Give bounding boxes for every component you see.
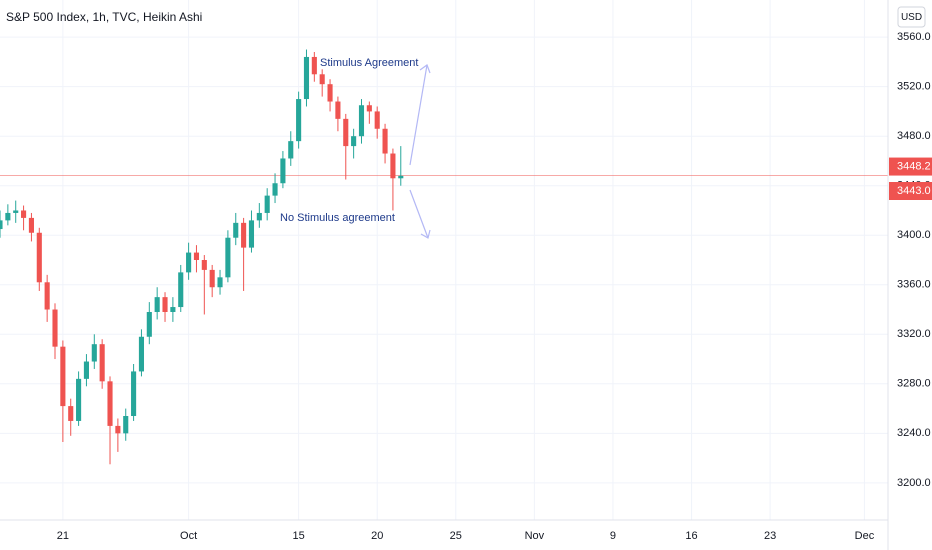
grid [0,0,888,520]
candle-body [382,128,388,154]
annotation: Stimulus Agreement [320,57,418,69]
candle-body [248,220,255,248]
x-tick-label: 23 [764,530,776,542]
candle-body [296,99,302,142]
candle-body [0,220,3,230]
candle-body [233,222,239,238]
currency-box[interactable] [897,6,926,28]
candle-body [68,406,74,421]
candle-body [201,260,207,270]
candle-body [107,381,113,426]
candle-body [288,141,294,159]
candle-body [241,222,247,248]
candle-body [170,307,176,312]
candle-body [60,346,66,407]
candle-body [303,56,310,100]
price-label: 3448.2 [897,160,931,172]
x-tick-label: 25 [450,530,462,542]
candle-body [256,212,262,221]
candle-body [366,105,372,112]
x-tick-label: Oct [180,530,197,542]
x-tick-label: 15 [292,530,304,542]
candle-body [99,344,105,382]
arrow-up [409,64,428,166]
y-tick-label: 3520.0 [897,81,931,93]
x-tick-label: Dec [855,530,875,542]
candle-body [131,371,137,416]
arrow-down [409,189,429,239]
arrowhead-up [419,64,431,74]
candle-body [178,272,184,308]
currency[interactable]: USD [901,12,922,23]
candle-body [83,361,89,379]
x-tick-label: 20 [371,530,383,542]
y-tick-label: 3280.0 [897,378,931,390]
candle-body [52,309,58,347]
candle-body [398,175,404,179]
candle-body [76,378,82,421]
x-tick-label: 9 [610,530,616,542]
candle-body [115,425,121,434]
annotation: No Stimulus agreement [280,212,395,224]
y-tick-label: 3360.0 [897,279,931,291]
y-tick-label: 3400.0 [897,229,931,241]
arrowhead-down [420,229,431,239]
candle-body [123,416,129,434]
candle-body [28,217,34,233]
y-tick-label: 3480.0 [897,130,931,142]
y-tick-label: 3320.0 [897,328,931,340]
candle-body [44,282,50,310]
candle-body [21,210,27,218]
candle-body [13,210,19,213]
candle-body [209,269,215,288]
x-tick-label: 21 [57,530,69,542]
candle-body [154,297,160,312]
price-label: 3443.0 [897,185,931,197]
candle-body [138,336,145,372]
y-tick-label: 3560.0 [897,31,931,43]
candle-body [351,136,357,147]
price-label-box [889,157,932,176]
candle-body [390,153,396,179]
candle-body [217,277,223,288]
candle-body [5,212,11,221]
candle-body [36,232,42,283]
y-tick-label: 3200.0 [897,477,931,489]
candle-body [186,252,192,273]
y-tick-label: 3240.0 [897,427,931,439]
candle-body [374,111,380,129]
chart-title: S&P 500 Index, 1h, TVC, Heikin Ashi [6,10,202,24]
x-tick-label: 16 [685,530,697,542]
candle-body [280,158,286,184]
candle-body [272,183,278,196]
candle-body [193,252,200,260]
axes: 3200.03240.03280.03320.03360.03400.03440… [57,31,932,542]
candle-body [264,195,270,213]
candles [0,49,404,465]
candle-body [146,312,152,337]
candle-body [162,297,168,312]
candle-body [319,74,325,85]
candle-body [225,237,231,278]
x-tick-label: Nov [525,530,545,542]
candle-body [327,84,333,102]
candle-body [358,105,365,137]
candle-body [311,56,317,75]
candle-body [91,344,97,362]
price-label-box [889,182,932,200]
candle-body [335,101,341,119]
candle-body [343,118,349,147]
